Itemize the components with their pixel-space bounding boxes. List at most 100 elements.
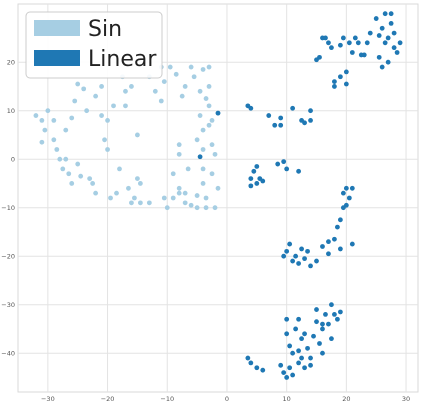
data-point-linear [281, 253, 287, 259]
data-point-linear [248, 176, 254, 182]
data-point-linear [287, 365, 293, 371]
data-point-linear [308, 263, 313, 269]
data-point-linear [340, 35, 346, 41]
data-point-linear [355, 40, 361, 46]
data-point-linear [326, 40, 331, 46]
data-point-sin [200, 181, 206, 186]
data-point-linear [272, 122, 278, 128]
data-point-sin [197, 113, 203, 118]
data-point-linear [284, 166, 290, 172]
data-point-linear [388, 11, 394, 17]
data-point-sin [167, 64, 173, 70]
data-point-sin [194, 193, 200, 198]
y-tick-label: −40 [1, 350, 15, 358]
data-point-sin [126, 185, 131, 191]
data-point-linear [323, 35, 328, 41]
data-point-linear [391, 45, 397, 51]
data-point-linear [287, 343, 293, 349]
data-point-sin [93, 93, 99, 99]
data-point-linear [305, 248, 310, 254]
data-point-sin [161, 79, 167, 84]
data-point-sin [200, 67, 206, 72]
data-point-sin [99, 113, 104, 118]
data-point-linear [302, 331, 307, 337]
data-point-sin [179, 93, 185, 99]
data-point-sin [194, 205, 200, 211]
data-point-linear [254, 164, 260, 169]
data-point-linear [314, 258, 319, 264]
data-point-linear [278, 115, 284, 121]
data-point-linear [317, 341, 322, 346]
data-point-linear [391, 30, 397, 36]
data-point-sin [114, 190, 119, 196]
data-point-linear [349, 241, 355, 247]
data-point-linear [266, 113, 272, 118]
data-point-linear [367, 30, 373, 36]
data-point-sin [99, 84, 104, 89]
data-point-linear [326, 239, 331, 245]
x-tick-label: 0 [225, 395, 229, 403]
data-point-linear [293, 253, 299, 259]
data-point-sin [132, 195, 137, 201]
data-point-linear [248, 105, 254, 111]
data-point-linear [284, 375, 290, 380]
data-point-sin [182, 200, 188, 206]
data-point-sin [176, 185, 182, 191]
data-point-sin [209, 171, 215, 177]
data-point-linear [260, 367, 266, 373]
data-point-linear [326, 321, 331, 327]
data-point-linear [284, 331, 290, 337]
data-point-sin [72, 98, 78, 104]
data-point-linear [311, 333, 316, 339]
data-point-sin [137, 181, 143, 186]
data-point-linear [281, 370, 287, 375]
data-point-sin [176, 142, 182, 148]
data-point-sin [123, 88, 128, 94]
data-point-sin [164, 205, 170, 211]
data-point-linear [388, 21, 394, 26]
data-point-linear [299, 246, 304, 252]
data-point-linear [314, 307, 319, 312]
data-point-linear [305, 345, 310, 351]
data-point-linear [382, 11, 388, 17]
data-point-sin [137, 200, 143, 206]
data-point-sin [146, 200, 152, 206]
data-point-sin [206, 103, 212, 109]
data-point-sin [135, 176, 140, 182]
data-point-sin [206, 84, 212, 89]
data-point-linear [364, 40, 370, 46]
data-point-sin [200, 166, 206, 172]
data-point-sin [215, 185, 221, 191]
y-tick-label: −10 [1, 204, 15, 212]
data-point-sin [51, 118, 57, 123]
data-point-linear [296, 348, 301, 354]
data-point-linear [343, 202, 349, 208]
data-point-linear [290, 372, 296, 378]
data-point-sin [158, 98, 164, 104]
data-point-sin [185, 166, 191, 172]
data-point-sin [173, 71, 179, 77]
series-linear [197, 11, 403, 380]
data-point-sin [161, 195, 167, 201]
data-point-sin [39, 139, 45, 145]
data-point-sin [209, 118, 215, 123]
data-point-sin [200, 147, 206, 152]
data-point-linear [385, 59, 391, 65]
data-point-sin [108, 195, 113, 201]
data-point-linear [290, 258, 296, 264]
data-point-linear [379, 64, 385, 70]
data-point-linear [284, 248, 290, 254]
data-point-sin [129, 84, 134, 89]
y-tick-label: −30 [1, 301, 15, 309]
data-point-linear [337, 217, 343, 223]
data-point-sin [206, 122, 212, 128]
data-point-linear [248, 183, 254, 189]
data-point-linear [376, 33, 382, 38]
data-point-linear [314, 319, 319, 325]
data-point-linear [320, 326, 325, 332]
data-point-linear [299, 355, 304, 361]
data-point-sin [33, 113, 39, 118]
y-tick-label: −20 [1, 253, 15, 261]
data-point-linear [376, 54, 382, 60]
